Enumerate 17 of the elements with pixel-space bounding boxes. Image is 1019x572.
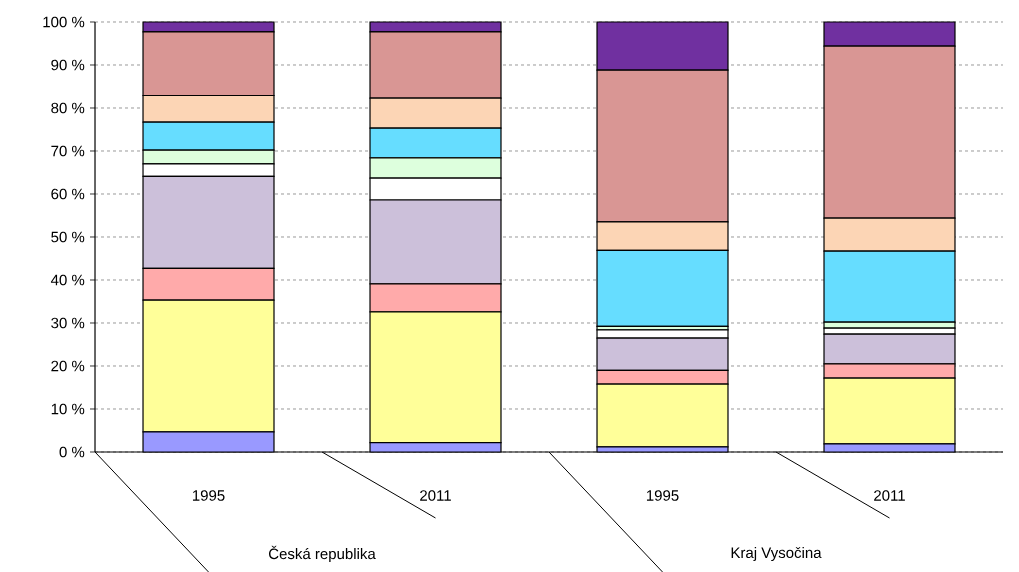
- y-tick-label: 0 %: [59, 446, 85, 458]
- y-tick-label: 70 %: [51, 145, 85, 157]
- y-tick-label: 40 %: [50, 274, 85, 286]
- text: Kraj Vysočina: [731, 546, 822, 561]
- y-tick-label: 80 %: [51, 102, 85, 114]
- y-tick-label: 100 %: [43, 16, 85, 28]
- y-tick-label: 60 %: [51, 188, 85, 200]
- text: Česká republika: [269, 545, 376, 563]
- x-tick-label: 1995: [646, 490, 679, 501]
- y-tick-label: 50 %: [51, 231, 85, 243]
- y-tick-label: 10 %: [51, 403, 85, 415]
- y-tick-label: 90 %: [51, 59, 85, 71]
- y-tick-label: 20 %: [51, 360, 85, 372]
- x-tick-label: 2011: [420, 490, 451, 501]
- x-tick-label: 1995: [192, 490, 225, 501]
- y-tick-label: 30 %: [51, 317, 85, 329]
- x-tick-label: 2011: [874, 490, 905, 501]
